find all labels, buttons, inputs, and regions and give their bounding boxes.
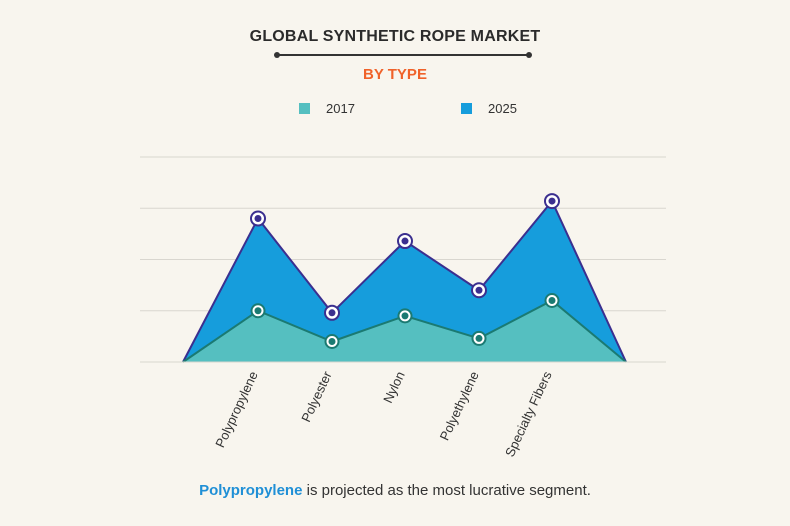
divider-dot-left (274, 52, 280, 58)
chart-subtitle: BY TYPE (363, 66, 427, 83)
point-2017-core (475, 334, 483, 342)
area-2017 (183, 300, 626, 362)
footer-text: is projected as the most lucrative segme… (302, 482, 591, 499)
x-tick-label: Polyester (298, 368, 335, 424)
point-2025-core (475, 286, 483, 294)
legend-item-2017: 2017 (299, 101, 355, 116)
x-tick-label: Specialty Fibers (502, 368, 555, 459)
legend-label-2025: 2025 (488, 101, 517, 116)
point-2017-core (548, 297, 556, 304)
point-2025-core (254, 215, 262, 222)
point-2025-core (548, 197, 556, 205)
point-2017-core (254, 307, 262, 315)
chart-title: GLOBAL SYNTHETIC ROPE MARKET (249, 28, 541, 45)
legend-item-2025: 2025 (461, 101, 517, 116)
legend-swatch-2017 (299, 103, 310, 114)
point-2017-core (328, 338, 336, 345)
title-divider (274, 52, 532, 58)
footer-note: Polypropylene is projected as the most l… (0, 482, 790, 499)
footer-highlight: Polypropylene (199, 482, 303, 499)
divider-dot-right (526, 52, 532, 58)
point-2025-core (401, 237, 409, 245)
x-tick-label: Nylon (380, 369, 408, 405)
legend-swatch-2025 (461, 103, 472, 114)
point-2025-core (328, 309, 336, 317)
x-tick-label: Polyethylene (437, 369, 482, 443)
point-2017-core (401, 312, 409, 320)
x-tick-label: Polypropylene (212, 369, 260, 450)
legend-label-2017: 2017 (326, 101, 355, 116)
